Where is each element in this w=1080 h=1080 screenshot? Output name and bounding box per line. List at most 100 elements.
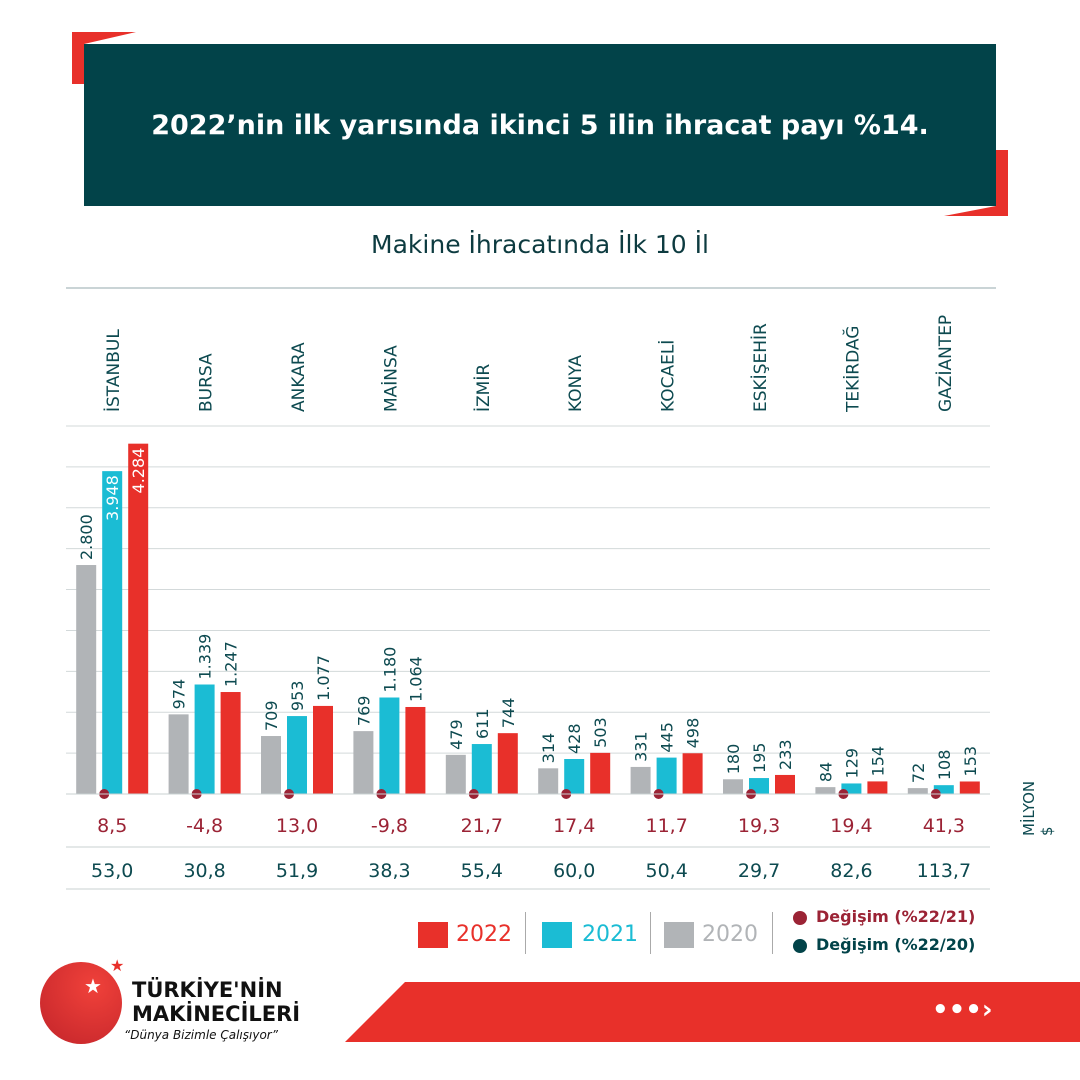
bar-2020: [538, 768, 559, 794]
data-label: 195: [750, 743, 769, 774]
change-value: 38,3: [368, 860, 411, 882]
bar-2021: [102, 471, 123, 794]
logo-slogan: “Dünya Bizimle Çalışıyor”: [124, 1028, 278, 1042]
legend-swatch-2021: [542, 922, 572, 948]
bar-2022: [313, 705, 333, 794]
row-lines: [66, 846, 990, 890]
category-label: KOCAELİ: [658, 340, 679, 412]
bar-2022: [867, 781, 888, 794]
category-label: ESKİŞEHİR: [750, 323, 771, 412]
data-label: 1.064: [406, 656, 425, 702]
data-label: 953: [288, 681, 307, 712]
change-value: 60,0: [553, 860, 596, 882]
change-value: -4,8: [186, 815, 224, 837]
bar-2021: [933, 785, 954, 794]
data-label: 503: [591, 717, 610, 748]
bar-2020: [445, 754, 466, 794]
change-value: 11,7: [645, 815, 688, 837]
data-label: 498: [684, 718, 703, 749]
data-label: 479: [447, 719, 466, 750]
data-label: 154: [868, 746, 887, 777]
bar-2022: [128, 443, 149, 794]
legend-dot-22-20: [793, 939, 807, 953]
data-label: 709: [262, 700, 281, 731]
change-22-20-row: 53,0 30,8 51,9 38,3 55,4 60,0 50,4 29,7 82,6 113,…: [66, 860, 990, 882]
bar-2020: [168, 714, 189, 794]
bar-2020: [261, 736, 281, 794]
category-label: İSTANBUL: [103, 329, 124, 412]
change-value: -9,8: [370, 815, 408, 837]
change-value: 50,4: [645, 860, 688, 882]
data-label: 180: [724, 744, 743, 775]
data-label: 4.284: [129, 448, 148, 494]
change-value: 29,7: [737, 860, 781, 882]
change-value: 113,7: [916, 860, 972, 882]
chart-title: Makine İhracatında İlk 10 İl: [371, 230, 709, 259]
bar-2022: [959, 781, 980, 794]
bar-2020: [815, 787, 836, 794]
bar-2022: [590, 752, 611, 794]
data-label: 233: [776, 739, 795, 770]
data-label: 1.339: [196, 634, 215, 680]
bar-2021: [841, 783, 862, 794]
legend-2022: 2022: [456, 922, 512, 947]
change-value: 55,4: [460, 860, 503, 882]
data-label: 3.948: [103, 475, 122, 521]
change-value: 8,5: [97, 815, 128, 837]
logo-line1: TÜRKİYE'NİN: [132, 978, 283, 1002]
data-label: 428: [565, 723, 584, 754]
logo-line2: MAKİNECİLERİ: [132, 1002, 301, 1026]
data-label: 769: [354, 696, 373, 727]
bar-chart: İSTANBUL 2.800 3.948 4.284 BURSA 974 1.339 1.24…: [66, 315, 990, 799]
corner-accent-bottom: [944, 150, 1008, 216]
bar-2020: [723, 779, 743, 794]
change-value: 19,3: [737, 815, 781, 837]
change-22-21-row: 8,5 -4,8 13,0 -9,8 21,7 17,4 11,7 19,3 19,4 41,3: [66, 815, 990, 837]
legend-2021: 2021: [582, 922, 638, 947]
bar-2021: [656, 757, 677, 794]
data-label: 314: [539, 733, 558, 764]
next-arrow-icon[interactable]: •••›: [932, 995, 993, 1025]
change-value: 17,4: [553, 815, 596, 837]
category-label: GAZİANTEP: [935, 315, 956, 412]
corner-accent-top: [72, 32, 136, 84]
bar-2022: [497, 733, 518, 794]
footer-bar: [345, 982, 1080, 1042]
bar-2022: [405, 706, 426, 794]
bar-2021: [287, 716, 307, 794]
change-value: 82,6: [830, 860, 873, 882]
change-value: 53,0: [91, 860, 134, 882]
data-label: 153: [961, 746, 980, 777]
banner-title: 2022’nin ilk yarısında ikinci 5 ilin ihr…: [84, 44, 996, 206]
bar-2020: [907, 788, 928, 794]
star-icon: ★: [110, 956, 125, 975]
data-label: 744: [499, 698, 518, 729]
bar-2021: [471, 744, 492, 794]
logo-circle: [40, 962, 122, 1044]
bar-2020: [353, 731, 374, 794]
category-label: TEKİRDAĞ: [841, 326, 863, 413]
data-label: 72: [909, 763, 928, 783]
category-label: BURSA: [197, 353, 217, 412]
change-value: 51,9: [275, 860, 319, 882]
change-value: 41,3: [922, 815, 966, 837]
data-label: 1.077: [314, 655, 333, 701]
data-label: 974: [170, 679, 189, 710]
change-value: 21,7: [460, 815, 503, 837]
change-value: 30,8: [183, 860, 226, 882]
legend-change-22-21: Değişim (%22/21): [816, 907, 976, 926]
legend-change-22-20: Değişim (%22/20): [816, 935, 976, 954]
category-label: MAİNSA: [380, 345, 401, 412]
data-label: 1.180: [380, 647, 399, 693]
category-label: KONYA: [566, 355, 586, 412]
bar-2022: [775, 774, 795, 794]
data-label: 331: [632, 731, 651, 762]
star-icon: ★: [84, 974, 102, 998]
legend-dot-22-21: [793, 911, 807, 925]
category-label: İZMİR: [473, 364, 494, 412]
category-label: ANKARA: [289, 342, 309, 412]
bar-2020: [630, 766, 651, 794]
data-label: 611: [473, 708, 492, 739]
legend-2020: 2020: [702, 922, 758, 947]
